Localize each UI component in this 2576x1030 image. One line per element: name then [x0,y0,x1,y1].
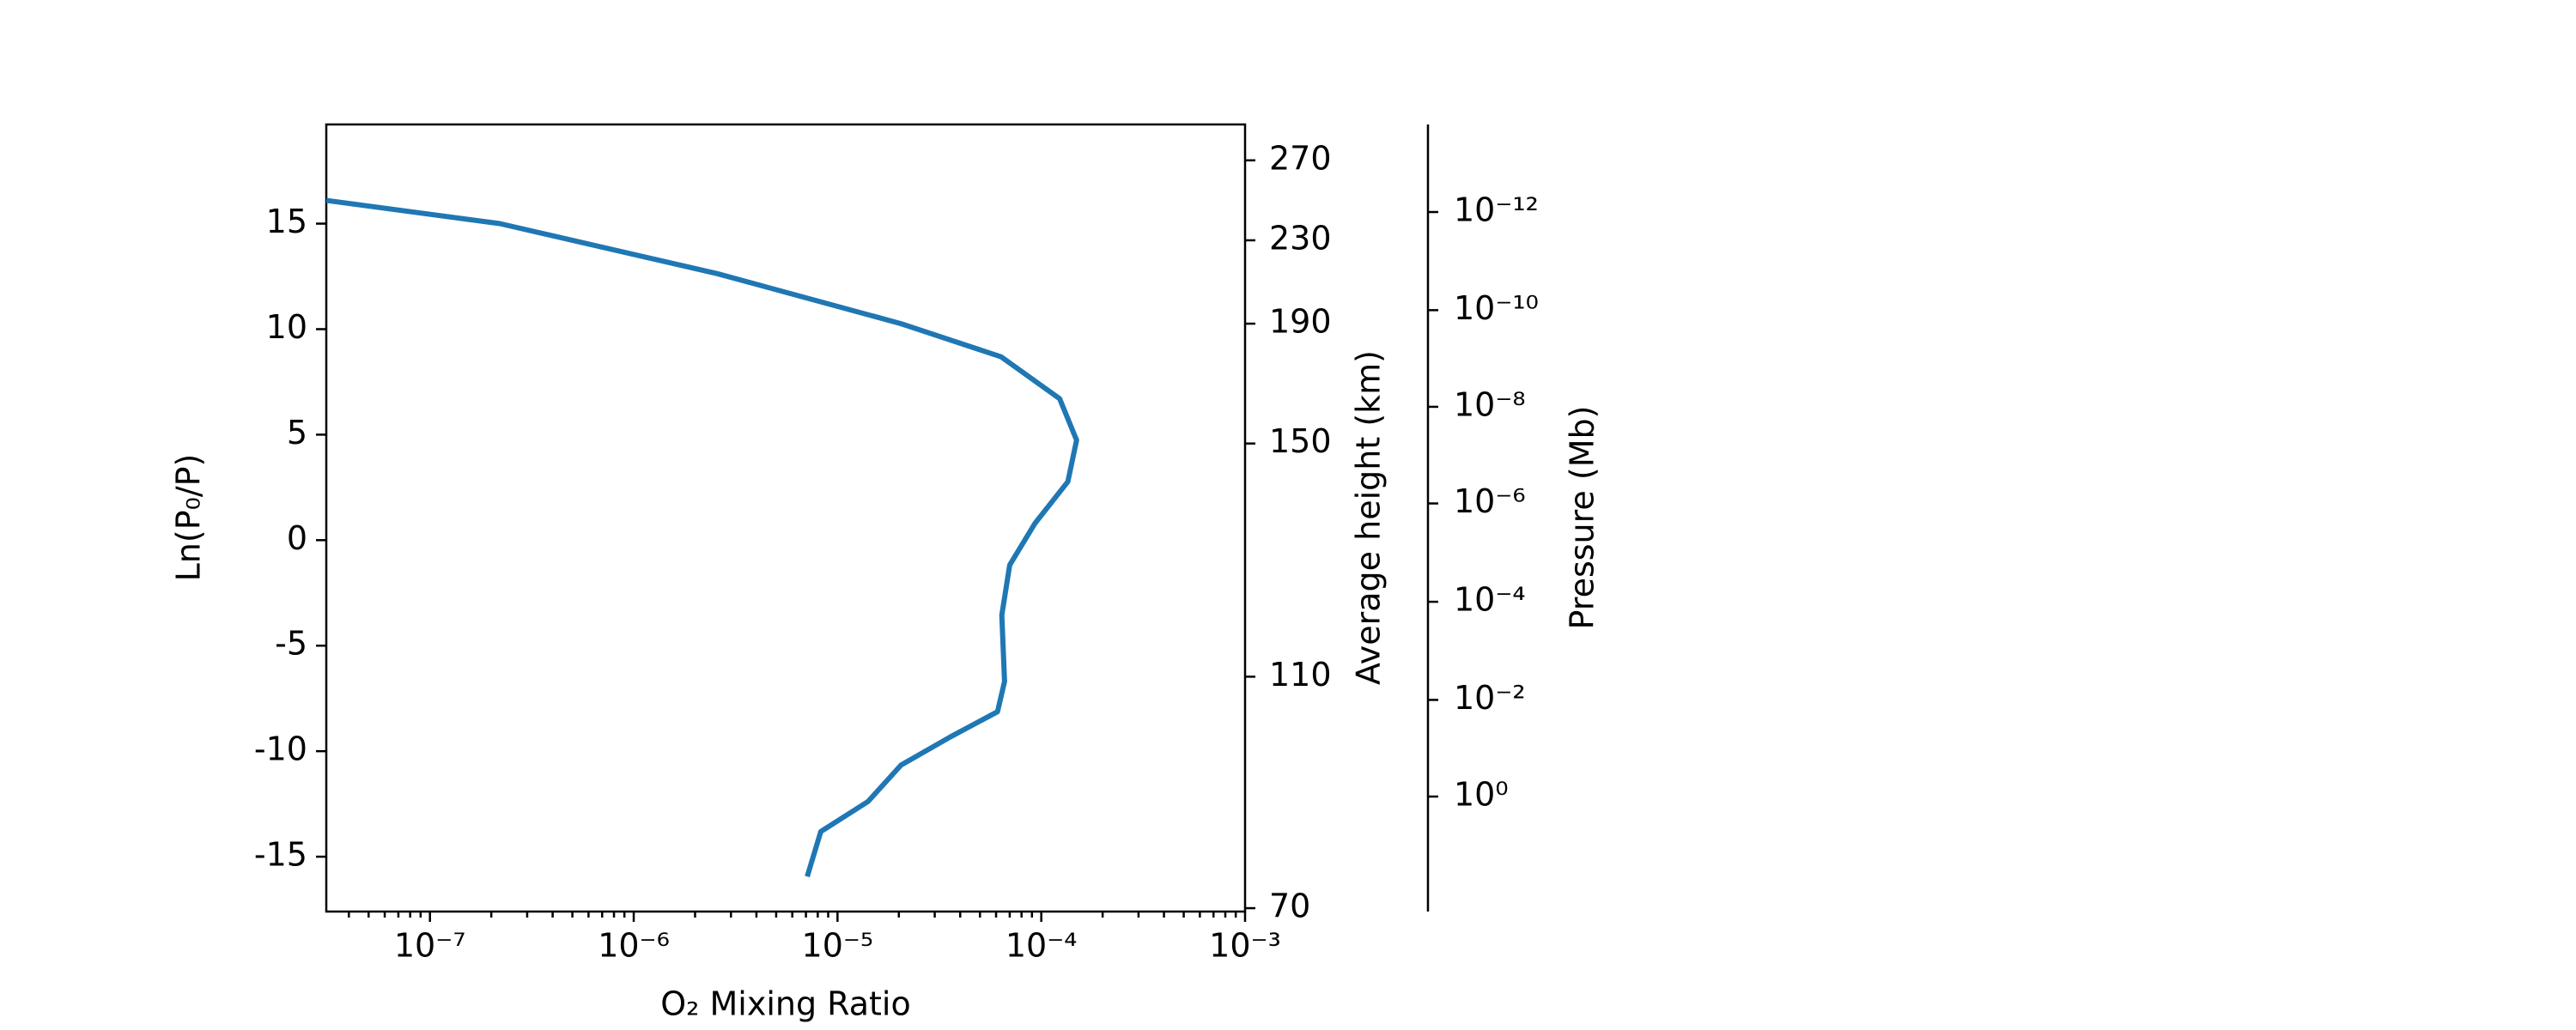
y-tick-label: -15 [254,836,307,874]
y3-tick-label: 10⁻⁸ [1454,385,1526,423]
y-tick-label: -10 [254,730,307,768]
y-tick-label: 5 [287,414,307,451]
x-tick-label: 10⁻³ [1209,927,1281,965]
y3-tick-label: 10⁻² [1454,679,1526,717]
plot-frame [325,123,1247,913]
x-tick-label: 10⁻⁷ [394,927,466,965]
y2-tick-label: 110 [1269,656,1332,694]
y2-tick-label: 270 [1269,139,1332,177]
x-tick-label: 10⁻⁵ [802,927,874,965]
x-tick-label: 10⁻⁴ [1005,927,1078,965]
y3-tick-label: 10⁻¹² [1454,191,1539,229]
data-line [325,197,1079,878]
y-axis-label: Ln(P₀/P) [170,454,208,582]
y2-tick-label: 190 [1269,303,1332,341]
y2-axis-label: Average height (km) [1350,350,1388,685]
y-tick-label: 0 [287,519,307,557]
y-tick-label: 15 [266,203,307,240]
y-tick-label: 10 [266,308,307,346]
y3-tick-label: 10⁻¹⁰ [1454,289,1539,327]
y3-tick-label: 10⁻⁶ [1454,482,1526,520]
y3-axis-label: Pressure (Mb) [1564,406,1601,630]
y2-tick-label: 150 [1269,422,1332,460]
x-axis-label: O₂ Mixing Ratio [660,985,910,1023]
y3-tick-label: 10⁰ [1454,776,1509,814]
y3-tick-label: 10⁻⁴ [1454,581,1526,619]
x-tick-label: 10⁻⁶ [598,927,670,965]
y-tick-label: -5 [275,625,307,663]
y2-tick-label: 230 [1269,219,1332,257]
y2-tick-label: 70 [1269,888,1310,925]
